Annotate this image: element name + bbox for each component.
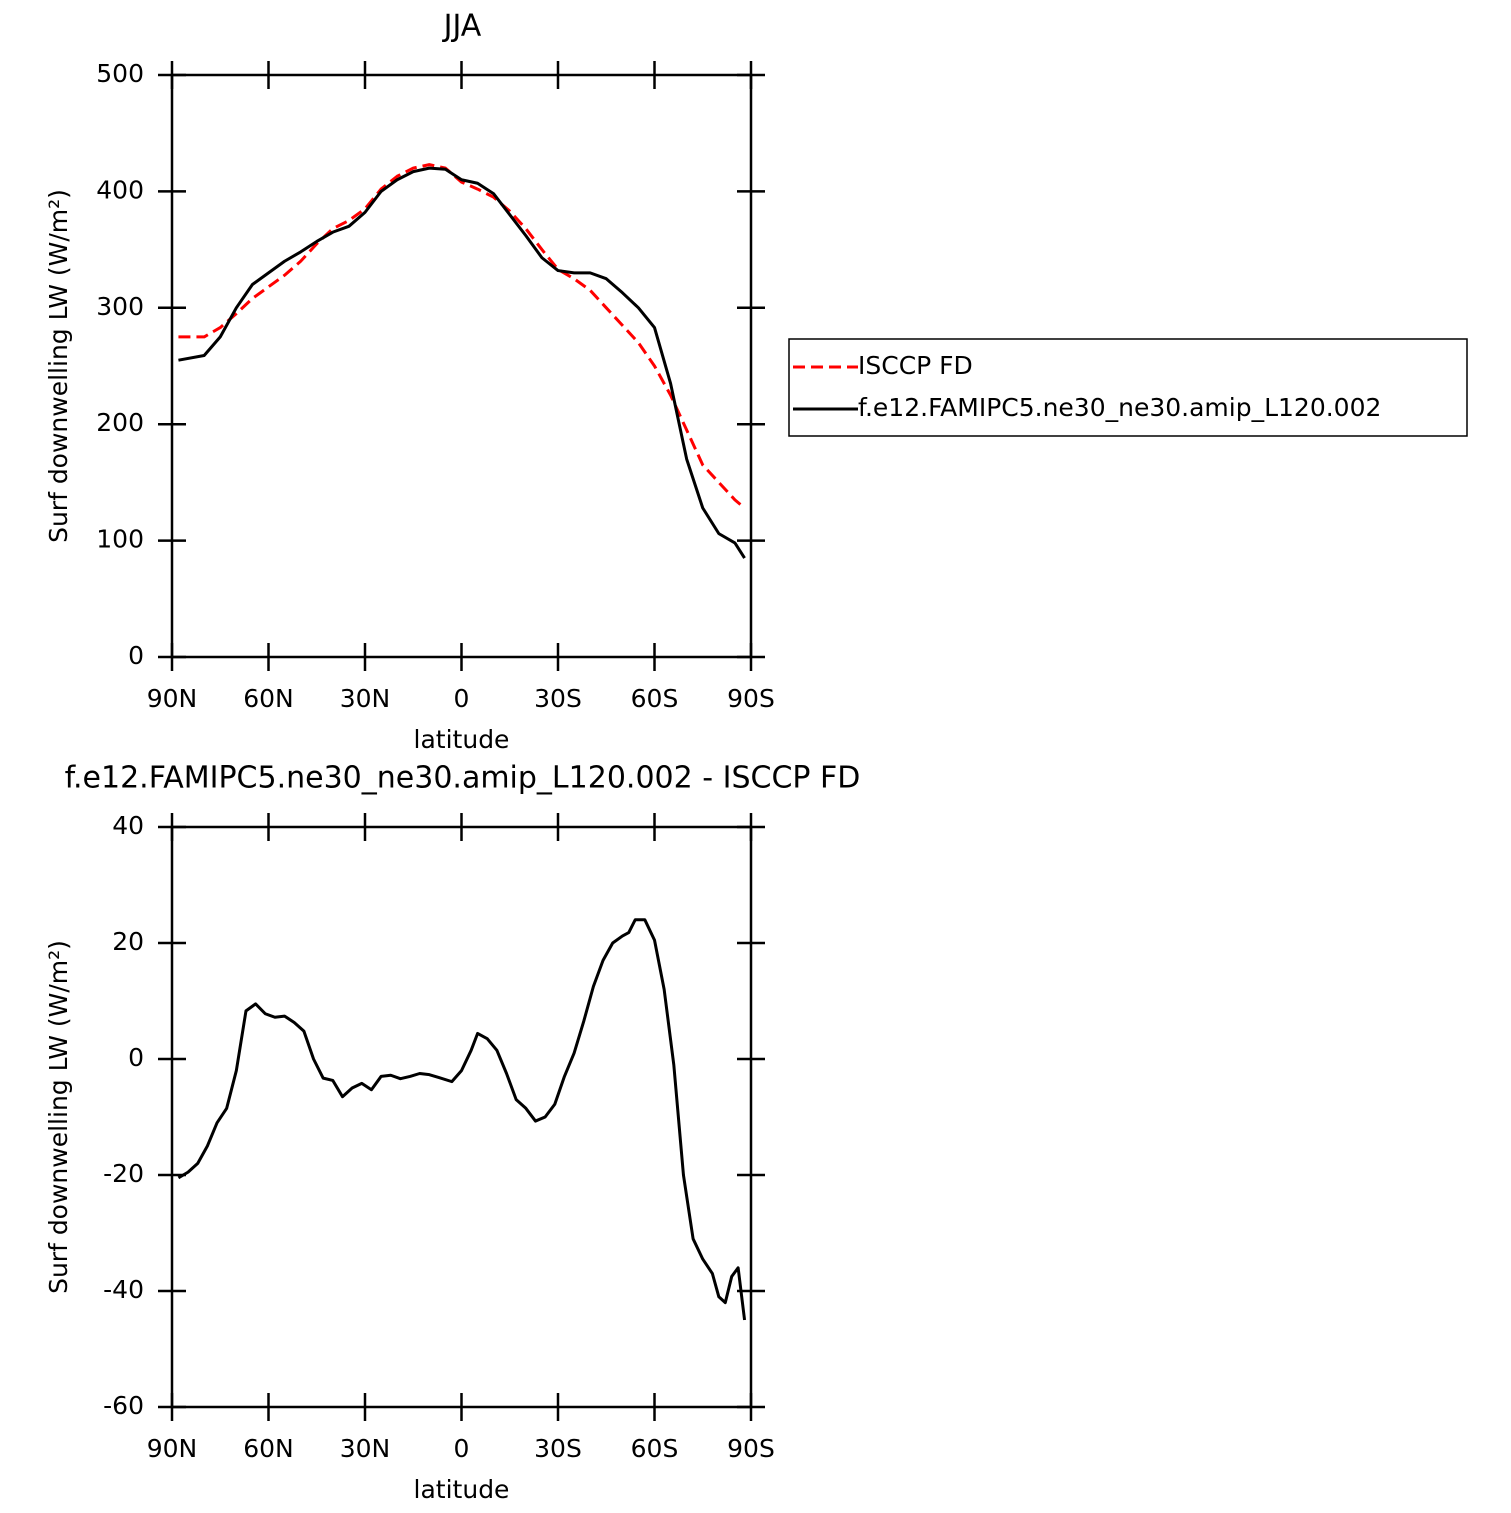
legend-label: ISCCP FD: [858, 351, 973, 380]
chart-title: f.e12.FAMIPC5.ne30_ne30.amip_L120.002 - …: [65, 761, 861, 796]
y-tick-label: 20: [112, 927, 144, 956]
x-tick-label: 60N: [243, 1434, 294, 1463]
y-tick-label: -40: [103, 1275, 144, 1304]
y-tick-label: 200: [96, 408, 144, 437]
x-tick-label: 30N: [340, 684, 391, 713]
data-line: [178, 166, 746, 559]
y-axis-label: Surf downwelling LW (W/m²): [44, 940, 73, 1294]
x-tick-label: 90N: [147, 1434, 198, 1463]
y-tick-label: 40: [112, 811, 144, 840]
x-tick-label: 30N: [340, 1434, 391, 1463]
x-axis-label: latitude: [414, 1475, 510, 1504]
y-tick-label: 400: [96, 175, 144, 204]
y-tick-label: -20: [103, 1159, 144, 1188]
x-tick-label: 30S: [534, 684, 582, 713]
y-tick-label: 0: [128, 641, 144, 670]
x-tick-label: 60N: [243, 684, 294, 713]
x-axis-label: latitude: [414, 725, 510, 754]
y-tick-label: 100: [96, 525, 144, 554]
x-tick-label: 90N: [147, 684, 198, 713]
y-axis-label: Surf downwelling LW (W/m²): [44, 189, 73, 543]
x-tick-label: 90S: [727, 1434, 775, 1463]
x-tick-label: 0: [454, 684, 470, 713]
plot-frame: [170, 73, 753, 659]
y-tick-label: 500: [96, 59, 144, 88]
x-tick-label: 90S: [727, 684, 775, 713]
y-tick-label: -60: [103, 1391, 144, 1420]
legend-box: [788, 338, 1468, 437]
legend-label: f.e12.FAMIPC5.ne30_ne30.amip_L120.002: [858, 393, 1381, 422]
x-tick-label: 0: [454, 1434, 470, 1463]
data-line: [178, 163, 746, 510]
plot-frame: [170, 825, 753, 1409]
x-tick-label: 60S: [631, 1434, 679, 1463]
x-tick-label: 30S: [534, 1434, 582, 1463]
y-tick-label: 300: [96, 292, 144, 321]
chart-title: JJA: [442, 9, 482, 44]
x-tick-label: 60S: [631, 684, 679, 713]
data-line: [177, 918, 747, 1321]
y-tick-label: 0: [128, 1043, 144, 1072]
